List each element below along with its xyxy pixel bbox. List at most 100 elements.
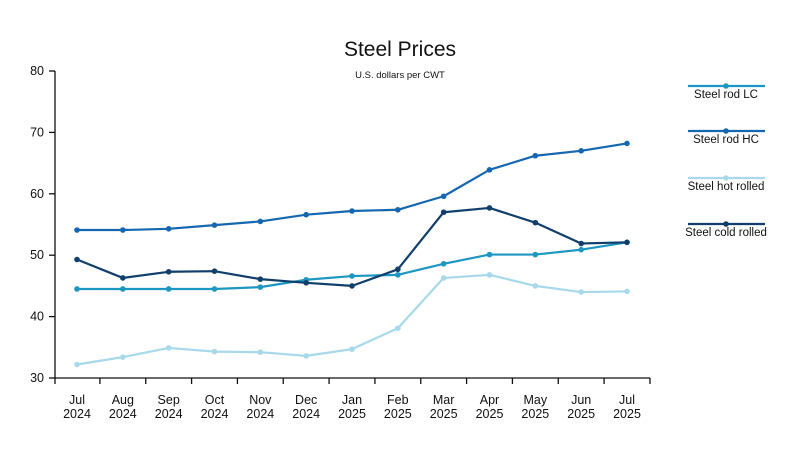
x-tick-label-year: 2025 xyxy=(384,407,412,421)
series-group xyxy=(74,140,630,368)
data-point-steel-rod-lc xyxy=(165,286,172,292)
x-tick-label-year: 2025 xyxy=(613,407,641,421)
data-point-steel-rod-hc xyxy=(257,218,264,225)
x-tick-label-year: 2024 xyxy=(63,407,91,421)
data-point-steel-cold-rolled xyxy=(303,280,309,286)
x-tick-label-year: 2024 xyxy=(201,407,229,421)
x-tick-label-month: May xyxy=(524,393,548,407)
data-point-steel-rod-lc xyxy=(74,286,80,292)
data-point-steel-rod-hc xyxy=(395,206,401,213)
y-axis-ticks: 30 40 50 60 70 80 xyxy=(30,64,55,385)
chart-title: Steel Prices xyxy=(344,38,456,61)
legend-label-steel-rod-lc: Steel rod LC xyxy=(694,89,758,101)
x-tick-label-month: Sep xyxy=(158,393,180,407)
data-point-steel-rod-lc xyxy=(486,251,493,258)
y-tick-label: 50 xyxy=(30,248,44,262)
x-tick-label-month: Dec xyxy=(295,393,317,407)
x-tick-label-month: Jul xyxy=(69,393,85,407)
x-tick-label-month: Nov xyxy=(249,393,272,407)
y-tick-label: 70 xyxy=(30,125,44,139)
data-point-steel-hot-rolled xyxy=(257,349,264,356)
x-tick-label-month: Aug xyxy=(112,393,134,407)
data-point-steel-rod-hc xyxy=(303,211,309,218)
data-point-steel-hot-rolled xyxy=(211,348,218,355)
x-tick-label-month: Jun xyxy=(571,393,591,407)
legend-marker-steel-rod-lc xyxy=(723,83,729,89)
data-point-steel-cold-rolled xyxy=(440,209,447,216)
data-point-steel-cold-rolled xyxy=(211,268,218,274)
data-point-steel-rod-hc xyxy=(486,167,493,173)
legend-marker-steel-rod-hc xyxy=(723,128,729,134)
x-tick-label-year: 2024 xyxy=(292,407,320,421)
data-point-steel-hot-rolled xyxy=(440,275,447,281)
x-tick-label-year: 2025 xyxy=(338,407,366,421)
x-tick-label-month: Jan xyxy=(342,393,362,407)
data-point-steel-hot-rolled xyxy=(303,353,309,359)
data-point-steel-rod-hc xyxy=(578,148,584,154)
series-line-steel-rod-lc xyxy=(77,241,628,291)
x-tick-label-year: 2024 xyxy=(246,407,274,421)
data-point-steel-rod-lc xyxy=(257,284,264,290)
data-point-steel-hot-rolled xyxy=(349,346,355,352)
legend-label-steel-rod-hc: Steel rod HC xyxy=(693,134,759,146)
data-point-steel-hot-rolled xyxy=(532,283,539,289)
data-point-steel-rod-hc xyxy=(211,222,218,228)
data-point-steel-hot-rolled xyxy=(486,272,493,278)
data-point-steel-cold-rolled xyxy=(257,276,264,282)
data-point-steel-hot-rolled xyxy=(578,289,584,295)
legend-label-steel-hot-rolled: Steel hot rolled xyxy=(688,181,765,193)
data-point-steel-rod-lc xyxy=(532,251,539,258)
y-tick-label: 80 xyxy=(30,64,44,78)
data-point-steel-cold-rolled xyxy=(624,239,630,246)
x-tick-label-year: 2025 xyxy=(567,407,595,421)
data-point-steel-hot-rolled xyxy=(120,354,126,360)
x-tick-label-month: Mar xyxy=(433,393,455,407)
x-tick-label-month: Apr xyxy=(480,393,499,407)
data-point-steel-cold-rolled xyxy=(74,256,80,263)
data-point-steel-cold-rolled xyxy=(532,219,539,226)
x-axis-ticks: Jul2024Aug2024Sep2024Oct2024Nov2024Dec20… xyxy=(54,378,651,421)
data-point-steel-cold-rolled xyxy=(165,268,172,275)
data-point-steel-cold-rolled xyxy=(486,205,493,211)
x-tick-label-year: 2025 xyxy=(521,407,549,421)
x-tick-label-year: 2024 xyxy=(109,407,137,421)
data-point-steel-cold-rolled xyxy=(349,283,355,289)
data-point-steel-rod-hc xyxy=(624,140,630,147)
series-line-steel-rod-hc xyxy=(77,142,628,232)
legend-label-steel-cold-rolled: Steel cold rolled xyxy=(685,227,767,239)
data-point-steel-hot-rolled xyxy=(624,288,630,295)
x-tick-label-year: 2025 xyxy=(476,407,504,421)
data-point-steel-hot-rolled xyxy=(395,325,401,332)
chart-subtitle: U.S. dollars per CWT xyxy=(355,70,445,81)
data-point-steel-rod-hc xyxy=(165,225,172,232)
data-point-steel-hot-rolled xyxy=(74,361,80,368)
legend-marker-steel-hot-rolled xyxy=(723,175,729,181)
data-point-steel-rod-hc xyxy=(120,227,126,233)
data-point-steel-rod-hc xyxy=(74,227,80,233)
x-tick-label-month: Feb xyxy=(387,393,409,407)
x-tick-label-year: 2025 xyxy=(430,407,458,421)
y-tick-label: 40 xyxy=(30,310,44,324)
x-tick-label-year: 2024 xyxy=(155,407,183,421)
data-point-steel-cold-rolled xyxy=(395,266,401,273)
data-point-steel-rod-lc xyxy=(578,246,584,253)
data-point-steel-rod-hc xyxy=(440,193,447,200)
data-point-steel-rod-lc xyxy=(211,286,218,292)
data-point-steel-rod-lc xyxy=(395,272,401,278)
x-tick-label-month: Jul xyxy=(619,393,635,407)
legend: Steel rod LC Steel rod HC Steel hot rolled… xyxy=(685,83,767,239)
y-tick-label: 60 xyxy=(30,187,44,201)
data-point-steel-rod-lc xyxy=(440,260,447,267)
data-point-steel-rod-hc xyxy=(532,152,539,159)
data-point-steel-cold-rolled xyxy=(120,275,126,281)
y-tick-label: 30 xyxy=(30,371,44,385)
x-tick-label-month: Oct xyxy=(205,393,225,407)
data-point-steel-rod-hc xyxy=(349,208,355,214)
data-point-steel-rod-lc xyxy=(120,286,126,292)
data-point-steel-hot-rolled xyxy=(165,345,172,351)
data-point-steel-cold-rolled xyxy=(578,240,584,247)
data-point-steel-rod-lc xyxy=(349,273,355,279)
legend-marker-steel-cold-rolled xyxy=(723,221,729,227)
